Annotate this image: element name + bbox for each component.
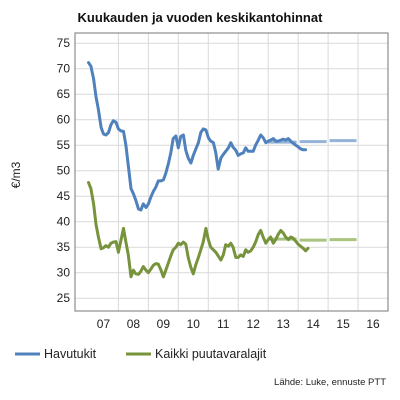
y-tick-label: 60 <box>57 113 71 127</box>
y-tick-label: 30 <box>57 266 71 280</box>
legend-label-kaikki: Kaikki puutavaralajit <box>155 347 267 361</box>
x-tick-label: 10 <box>187 317 201 331</box>
y-tick-label: 65 <box>57 87 71 101</box>
source-note: Lähde: Luke, ennuste PTT <box>274 377 386 388</box>
chart-title: Kuukauden ja vuoden keskikantohinnat <box>78 10 324 25</box>
x-tick-label: 14 <box>306 317 320 331</box>
y-axis-label: €/m3 <box>9 161 23 188</box>
x-tick-label: 15 <box>336 317 350 331</box>
grid <box>75 33 389 311</box>
series-lines <box>87 61 310 279</box>
x-tick-label: 13 <box>276 317 290 331</box>
x-tick-label: 16 <box>366 317 380 331</box>
x-tick-label: 08 <box>127 317 141 331</box>
x-tick-label: 12 <box>247 317 261 331</box>
y-tick-label: 40 <box>57 215 71 229</box>
legend-label-havutukit: Havutukit <box>44 347 97 361</box>
y-tick-label: 70 <box>57 62 71 76</box>
x-tick-label: 11 <box>217 317 230 331</box>
legend: Havutukit Kaikki puutavaralajit <box>15 347 267 361</box>
series-line-havutukit <box>87 61 308 212</box>
y-tick-label: 35 <box>57 240 71 254</box>
x-tick-label: 09 <box>157 317 171 331</box>
y-tick-label: 25 <box>57 291 71 305</box>
plot-frame <box>74 32 389 312</box>
y-tick-label: 75 <box>57 36 71 50</box>
forecast-lines <box>268 139 357 242</box>
x-tick-label: 07 <box>97 317 111 331</box>
y-tick-label: 50 <box>57 164 71 178</box>
y-tick-label: 45 <box>57 189 71 203</box>
y-tick-labels: 25 30 35 40 45 50 55 60 65 70 75 <box>57 36 71 305</box>
series-line-kaikki <box>87 181 310 279</box>
x-tick-labels: 07 08 09 10 11 12 13 14 15 16 <box>97 317 380 331</box>
y-tick-label: 55 <box>57 138 71 152</box>
